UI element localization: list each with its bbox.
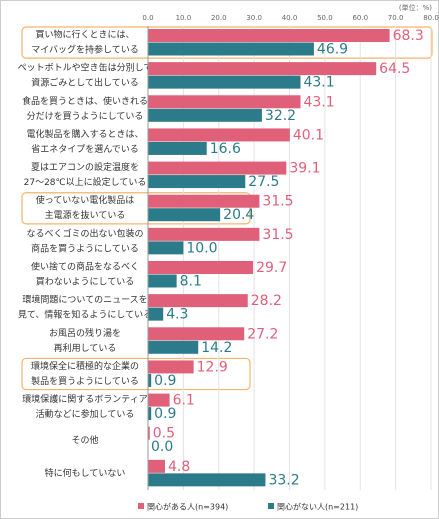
bar — [148, 393, 170, 407]
value-label: 0.9 — [154, 406, 176, 422]
category-label: 27～28℃以上に設定している — [24, 176, 147, 188]
category-label: マイバッグを持参している — [31, 44, 139, 56]
category-label: 活動などに参加している — [36, 408, 135, 420]
value-label: 32.2 — [265, 108, 296, 124]
legend-swatch — [138, 503, 144, 509]
bar — [148, 62, 377, 76]
x-tick-label: 80.0 — [423, 14, 439, 22]
category-label: なるべくゴミの出ない包装の — [26, 227, 143, 239]
x-tick-label: 0.0 — [142, 14, 153, 22]
value-label: 64.5 — [379, 61, 410, 77]
value-label: 40.1 — [293, 127, 324, 143]
bar — [148, 241, 184, 255]
bar — [148, 261, 254, 274]
value-label: 20.4 — [223, 207, 254, 223]
value-label: 68.3 — [393, 28, 424, 44]
value-label: 43.1 — [303, 94, 334, 110]
value-label: 28.2 — [251, 293, 282, 309]
value-label: 27.2 — [247, 326, 278, 342]
category-label: お風呂の残り湯を — [49, 327, 121, 339]
highlight-box — [21, 26, 433, 59]
x-tick-label: 60.0 — [352, 14, 368, 22]
x-tick-label: 50.0 — [317, 14, 333, 22]
value-label: 0.0 — [151, 439, 173, 455]
category-label: 買わないようにしている — [36, 277, 135, 288]
highlight-box — [21, 357, 251, 391]
category-label: 主電源を抜いている — [45, 209, 126, 221]
bar — [148, 227, 260, 241]
value-label: 16.6 — [210, 141, 241, 157]
value-label: 31.5 — [262, 227, 293, 243]
category-label: 省エネタイプを選んでいる — [31, 143, 139, 155]
bar — [148, 208, 221, 222]
value-label: 12.9 — [197, 359, 228, 375]
x-tick-label: 70.0 — [388, 14, 404, 22]
x-tick-label: 20.0 — [211, 14, 227, 22]
bar — [148, 141, 207, 155]
bar — [148, 175, 246, 189]
value-label: 46.9 — [317, 42, 348, 58]
unit-label: (単位：%) — [399, 3, 432, 12]
bar — [148, 161, 287, 175]
bar — [148, 29, 390, 42]
bar — [148, 373, 152, 387]
category-label: ペットボトルや空き缶は分別して — [18, 62, 153, 74]
category-label: 環境保全に積極的な企業の — [31, 360, 139, 372]
category-label: 使っていない電化製品は — [36, 194, 135, 206]
value-label: 39.1 — [289, 161, 320, 177]
x-tick-label: 10.0 — [176, 14, 192, 22]
bar — [148, 75, 301, 89]
bar — [148, 95, 301, 109]
category-label: 製品を買うようにしている — [31, 375, 139, 387]
value-label: 29.7 — [256, 260, 287, 276]
category-label: 電化製品を購入するときは、 — [26, 128, 143, 140]
bar — [148, 327, 245, 341]
value-label: 4.3 — [166, 307, 188, 323]
bar — [148, 274, 177, 288]
category-label: 夏はエアコンの設定温度を — [31, 161, 139, 173]
x-tick-label: 40.0 — [282, 14, 298, 22]
value-label: 6.1 — [173, 393, 195, 409]
bar — [148, 473, 266, 487]
value-label: 31.5 — [262, 194, 293, 210]
value-label: 14.2 — [201, 340, 232, 356]
value-label: 0.5 — [153, 426, 175, 442]
bar — [148, 294, 248, 308]
x-tick-label: 30.0 — [246, 14, 262, 22]
category-label: 環境保護に関するボランティア — [22, 393, 147, 405]
value-label: 43.1 — [303, 75, 334, 91]
legend-label: 関心がある人(n=394) — [147, 502, 228, 512]
category-label: 特に何もしていない — [45, 467, 126, 479]
category-label: 環境問題についてのニュースを — [22, 294, 147, 306]
category-label: 買い物に行くときには、 — [35, 29, 134, 41]
category-label: 食品を買うときは、使いきれる — [22, 95, 148, 107]
bar — [148, 108, 262, 122]
category-label: 見て、情報を知るようにしている — [18, 309, 152, 321]
value-label: 33.2 — [268, 472, 299, 488]
bar — [148, 128, 290, 142]
bar — [148, 42, 314, 56]
bar — [148, 426, 150, 440]
legend-swatch — [268, 503, 274, 509]
value-label: 10.0 — [186, 240, 217, 256]
bar — [148, 459, 165, 473]
bar — [148, 360, 194, 374]
category-label: 分だけを買うようにしている — [27, 111, 144, 122]
legend-label: 関心がない人(n=211) — [277, 502, 358, 512]
value-label: 0.9 — [154, 373, 176, 389]
bar — [148, 340, 199, 354]
value-label: 27.5 — [248, 174, 279, 190]
bar — [148, 407, 152, 421]
category-label: 再利用している — [54, 342, 117, 354]
category-label: 使い捨ての商品をなるべく — [31, 261, 139, 273]
highlight-box — [21, 192, 251, 225]
category-label: その他 — [71, 434, 98, 446]
category-label: 商品を買うようにしている — [31, 242, 139, 254]
bar — [148, 307, 164, 321]
value-label: 4.8 — [168, 459, 190, 475]
category-label: 資源ごみとして出している — [31, 77, 138, 89]
bar — [148, 194, 260, 208]
value-label: 8.1 — [180, 274, 202, 290]
